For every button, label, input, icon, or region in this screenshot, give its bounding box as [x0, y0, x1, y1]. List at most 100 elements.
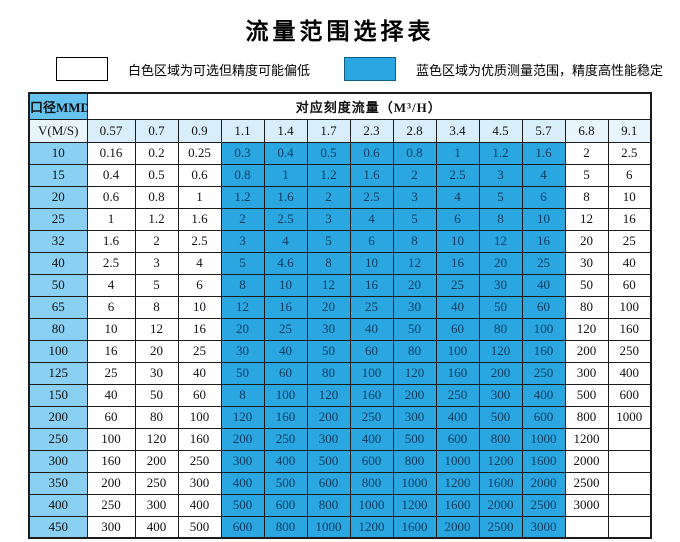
velocity-cell: 0.9: [177, 118, 222, 143]
flow-cell: 6: [349, 229, 394, 253]
flow-cell: 600: [349, 449, 394, 473]
flow-cell: 300: [86, 515, 136, 539]
flow-range-table: 口径MMDN 对应刻度流量（M³/H） V(M/S) 0.570.70.91.1…: [28, 92, 652, 539]
flow-cell: 1000: [349, 493, 394, 517]
flow-cell: 1000: [521, 427, 566, 451]
flow-cell: 1000: [392, 471, 437, 495]
flow-cell: 30: [220, 339, 265, 363]
flow-cell: 10: [435, 229, 480, 253]
flow-cell: 300: [177, 471, 222, 495]
flow-cell: 500: [220, 493, 265, 517]
flow-cell: 20: [134, 339, 179, 363]
flow-cell: 8: [306, 251, 351, 275]
flow-cell: 6: [521, 185, 566, 209]
flow-cell: 12: [478, 229, 523, 253]
flow-cell: [607, 449, 652, 473]
flow-cell: 1000: [306, 515, 351, 539]
table-row: 65 6 8 10 12 16 20 25 30 40 50 60 80 100: [28, 295, 652, 319]
flow-cell: 160: [177, 427, 222, 451]
flow-cell: 2000: [435, 515, 480, 539]
flow-cell: 0.6: [86, 185, 136, 209]
flow-cell: 2.5: [607, 141, 652, 165]
flow-cell: 1000: [435, 449, 480, 473]
flow-cell: 3000: [564, 493, 609, 517]
flow-cell: 1200: [392, 493, 437, 517]
flow-cell: 300: [564, 361, 609, 385]
flow-cell: 400: [134, 515, 179, 539]
table-row: 400 250 300 400 500 600 800 1000 1200 1600 2000 250…: [28, 493, 652, 517]
flow-cell: 16: [349, 273, 394, 297]
flow-cell: 250: [435, 383, 480, 407]
flow-cell: 16: [521, 229, 566, 253]
flow-cell: 0.16: [86, 141, 136, 165]
dn-cell: 100: [28, 339, 88, 363]
flow-cell: 50: [306, 339, 351, 363]
flow-cell: 100: [86, 427, 136, 451]
table-row: 250 100 120 160 200 250 300 400 500 600 800 1000 120…: [28, 427, 652, 451]
flow-cell: 3: [220, 229, 265, 253]
flow-cell: 5: [478, 185, 523, 209]
flow-cell: 2.5: [86, 251, 136, 275]
flow-cell: 5: [564, 163, 609, 187]
velocity-cell: 0.57: [86, 118, 136, 143]
dn-cell: 350: [28, 471, 88, 495]
flow-cell: 1.6: [349, 163, 394, 187]
dn-cell: 50: [28, 273, 88, 297]
flow-cell: 2.5: [177, 229, 222, 253]
flow-cell: 100: [521, 317, 566, 341]
flow-cell: 1.2: [220, 185, 265, 209]
flow-cell: 200: [134, 449, 179, 473]
flow-cell: 2: [220, 207, 265, 231]
flow-cell: 800: [478, 427, 523, 451]
flow-cell: 12: [306, 273, 351, 297]
flow-cell: 0.8: [392, 141, 437, 165]
flow-cell: 80: [564, 295, 609, 319]
flow-cell: 6: [435, 207, 480, 231]
flow-cell: 25: [435, 273, 480, 297]
table-row: 125 25 30 40 50 60 80 100 120 160 200 250 300 400: [28, 361, 652, 385]
flow-cell: 0.2: [134, 141, 179, 165]
flow-cell: 1.6: [177, 207, 222, 231]
flow-cell: 800: [306, 493, 351, 517]
velocity-header-row: V(M/S) 0.57 0.7 0.9 1.1 1.4 1.7 2.3 2.8 3.4 4.5 5.…: [28, 118, 652, 143]
flow-cell: 10: [607, 185, 652, 209]
flow-cell: 60: [86, 405, 136, 429]
flow-cell: [607, 493, 652, 517]
flow-cell: 120: [306, 383, 351, 407]
flow-cell: 5: [392, 207, 437, 231]
table-row: 150 40 50 60 8 100 120 160 200 250 300 400 500 600: [28, 383, 652, 407]
flow-cell: 800: [564, 405, 609, 429]
flow-cell: 20: [220, 317, 265, 341]
flow-cell: 2: [564, 141, 609, 165]
flow-cell: 8: [134, 295, 179, 319]
velocity-cell: 0.7: [134, 118, 179, 143]
flow-cell: 1.2: [306, 163, 351, 187]
flow-cell: 60: [349, 339, 394, 363]
table-row: 450 300 400 500 600 800 1000 1200 1600 2000 2500 30…: [28, 515, 652, 539]
flow-cell: 1600: [478, 471, 523, 495]
flow-cell: 600: [435, 427, 480, 451]
blue-region-swatch: [344, 57, 397, 81]
table-row: 20 0.6 0.8 1 1.2 1.6 2 2.5 3 4 5 6 8 10: [28, 185, 652, 209]
flow-cell: 80: [392, 339, 437, 363]
dn-cell: 10: [28, 141, 88, 165]
flow-cell: 400: [263, 449, 308, 473]
flow-cell: 400: [435, 405, 480, 429]
flow-cell: 0.3: [220, 141, 265, 165]
flow-cell: 5: [220, 251, 265, 275]
flow-cell: 3000: [521, 515, 566, 539]
flow-cell: 250: [134, 471, 179, 495]
flow-cell: 2000: [478, 493, 523, 517]
flow-cell: 30: [392, 295, 437, 319]
flow-cell: 3: [306, 207, 351, 231]
flow-cell: 0.5: [306, 141, 351, 165]
flow-cell: 60: [435, 317, 480, 341]
flow-cell: 0.4: [263, 141, 308, 165]
flow-cell: 160: [521, 339, 566, 363]
page-title: 流量范围选择表: [245, 19, 435, 44]
flow-cell: 60: [177, 383, 222, 407]
flow-cell: 800: [349, 471, 394, 495]
dn-cell: 300: [28, 449, 88, 473]
flow-cell: 400: [521, 383, 566, 407]
flow-cell: 16: [177, 317, 222, 341]
